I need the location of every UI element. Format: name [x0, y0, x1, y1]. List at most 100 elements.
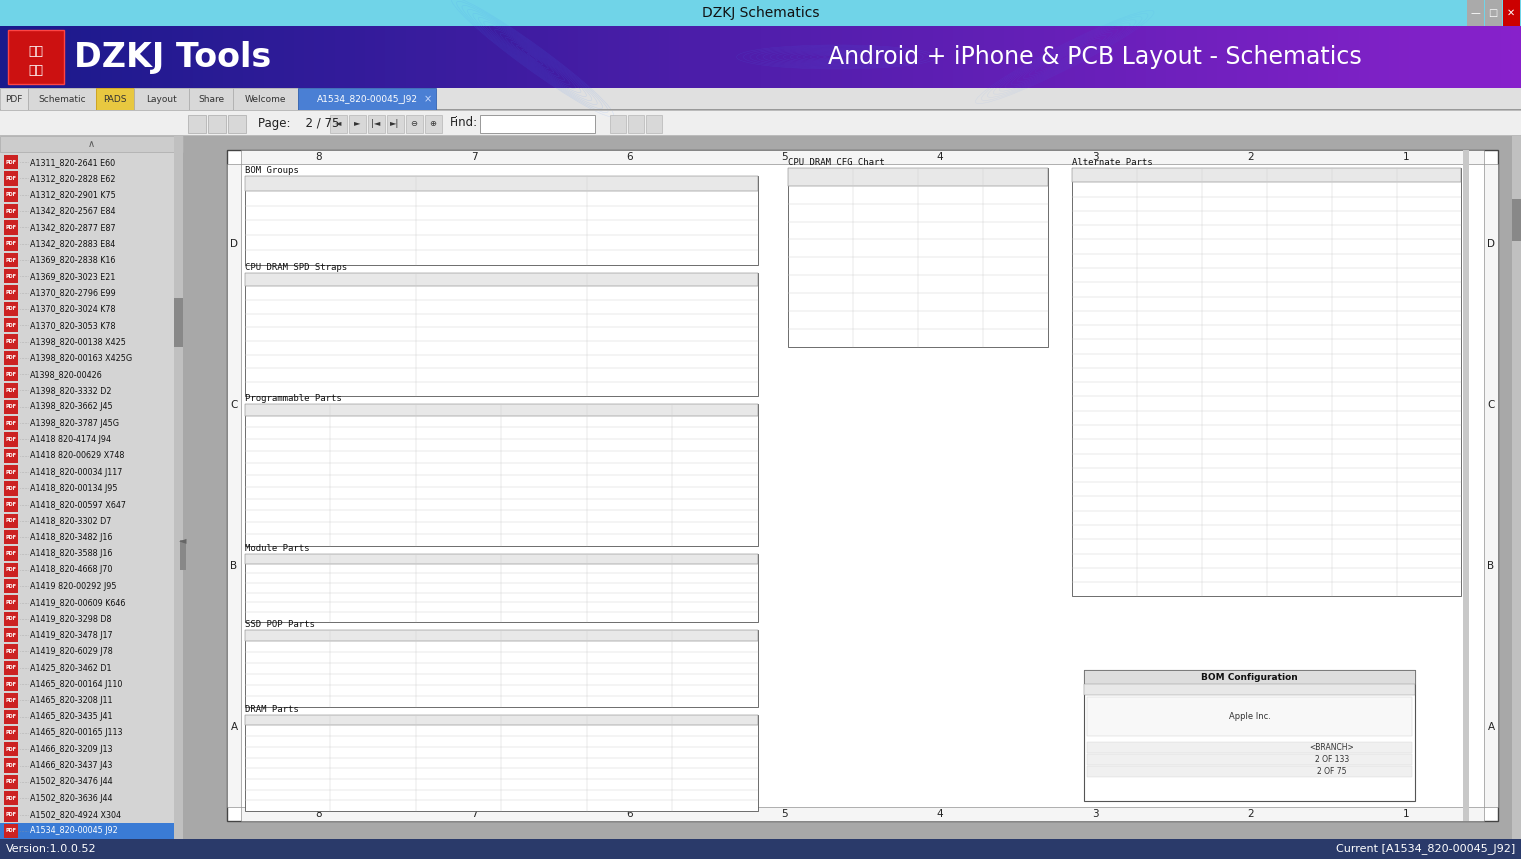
Bar — [5, 465, 18, 479]
Bar — [5, 383, 18, 398]
Text: A1342_820-2883 E84: A1342_820-2883 E84 — [30, 239, 116, 248]
Bar — [415, 26, 427, 88]
Text: BOM Groups: BOM Groups — [245, 166, 298, 175]
Bar — [1136, 26, 1147, 88]
Text: A1419_820-00609 K646: A1419_820-00609 K646 — [30, 598, 125, 607]
Text: PDF: PDF — [6, 551, 17, 556]
Bar — [5, 302, 18, 316]
Text: PDF: PDF — [6, 225, 17, 230]
Text: 3: 3 — [1092, 152, 1098, 162]
Text: 2: 2 — [1247, 809, 1255, 819]
Bar — [639, 26, 649, 88]
Bar — [963, 26, 975, 88]
Bar — [710, 26, 721, 88]
Bar — [183, 136, 1512, 839]
Bar — [680, 26, 691, 88]
Bar — [0, 136, 183, 839]
Bar — [481, 115, 595, 133]
Bar — [132, 26, 143, 88]
Text: PDF: PDF — [6, 795, 17, 801]
Bar — [8, 30, 64, 84]
Bar — [294, 26, 306, 88]
Bar — [1308, 26, 1319, 88]
Text: PDF: PDF — [6, 503, 17, 507]
Text: DRAM Parts: DRAM Parts — [245, 704, 298, 714]
Text: A1418_820-4668 J70: A1418_820-4668 J70 — [30, 565, 113, 575]
Bar — [304, 26, 315, 88]
Bar — [426, 26, 437, 88]
Text: Version:1.0.0.52: Version:1.0.0.52 — [6, 844, 97, 854]
Text: ⊖: ⊖ — [411, 119, 417, 127]
Bar — [368, 115, 385, 133]
Bar — [5, 775, 18, 789]
Bar — [5, 726, 18, 740]
Bar — [263, 26, 275, 88]
Text: ◄: ◄ — [179, 535, 187, 545]
Text: A1465_820-00165 J113: A1465_820-00165 J113 — [30, 728, 123, 738]
Bar — [993, 26, 1005, 88]
Bar — [578, 26, 589, 88]
Bar — [254, 26, 265, 88]
Bar — [1491, 26, 1501, 88]
Bar — [954, 26, 964, 88]
Bar — [111, 26, 123, 88]
Bar — [245, 176, 757, 265]
Bar — [245, 715, 757, 726]
Bar — [122, 26, 132, 88]
Bar — [5, 514, 18, 528]
Bar — [646, 115, 662, 133]
Text: PDF: PDF — [6, 812, 17, 817]
Bar — [882, 26, 893, 88]
Text: C: C — [1488, 400, 1495, 410]
Bar — [406, 26, 417, 88]
Bar — [1297, 26, 1310, 88]
Bar — [1460, 26, 1471, 88]
Bar — [376, 26, 386, 88]
Text: PDF: PDF — [6, 470, 17, 474]
Bar — [700, 26, 710, 88]
Bar — [233, 26, 245, 88]
Bar — [134, 88, 189, 110]
Text: A1418_820-3588 J16: A1418_820-3588 J16 — [30, 549, 113, 558]
Bar — [224, 26, 234, 88]
Text: Find:: Find: — [450, 117, 478, 130]
Text: A1418 820-4174 J94: A1418 820-4174 J94 — [30, 435, 111, 444]
Bar — [0, 823, 183, 839]
Text: A1370_820-3053 K78: A1370_820-3053 K78 — [30, 320, 116, 330]
Bar — [5, 693, 18, 708]
Bar — [5, 155, 18, 169]
Text: A1418_820-3302 D7: A1418_820-3302 D7 — [30, 516, 111, 526]
Bar — [1088, 754, 1411, 765]
Text: 2: 2 — [1247, 152, 1255, 162]
Text: PDF: PDF — [6, 339, 17, 344]
Bar — [741, 26, 751, 88]
Bar — [345, 26, 356, 88]
Bar — [872, 26, 884, 88]
Text: A1398_820-3662 J45: A1398_820-3662 J45 — [30, 402, 113, 411]
Text: PDF: PDF — [6, 600, 17, 605]
Bar — [1247, 26, 1258, 88]
Text: PDF: PDF — [6, 584, 17, 588]
Bar — [1084, 670, 1415, 684]
Bar — [1510, 26, 1521, 88]
Bar — [0, 0, 1521, 26]
Bar — [330, 115, 347, 133]
Bar — [1206, 26, 1218, 88]
Bar — [240, 150, 1484, 164]
Text: A1370_820-2796 E99: A1370_820-2796 E99 — [30, 288, 116, 297]
Bar — [476, 26, 488, 88]
Bar — [189, 115, 205, 133]
Bar — [227, 150, 1498, 821]
Text: PDF: PDF — [6, 698, 17, 703]
Text: A1418_820-00597 X647: A1418_820-00597 X647 — [30, 500, 126, 509]
Bar — [141, 26, 154, 88]
Bar — [669, 26, 680, 88]
Bar — [1430, 26, 1440, 88]
Bar — [619, 26, 630, 88]
Bar — [1095, 26, 1106, 88]
Bar — [5, 220, 18, 235]
Bar — [1338, 26, 1349, 88]
Bar — [27, 88, 96, 110]
Text: 1: 1 — [1402, 152, 1410, 162]
Bar — [1440, 26, 1451, 88]
